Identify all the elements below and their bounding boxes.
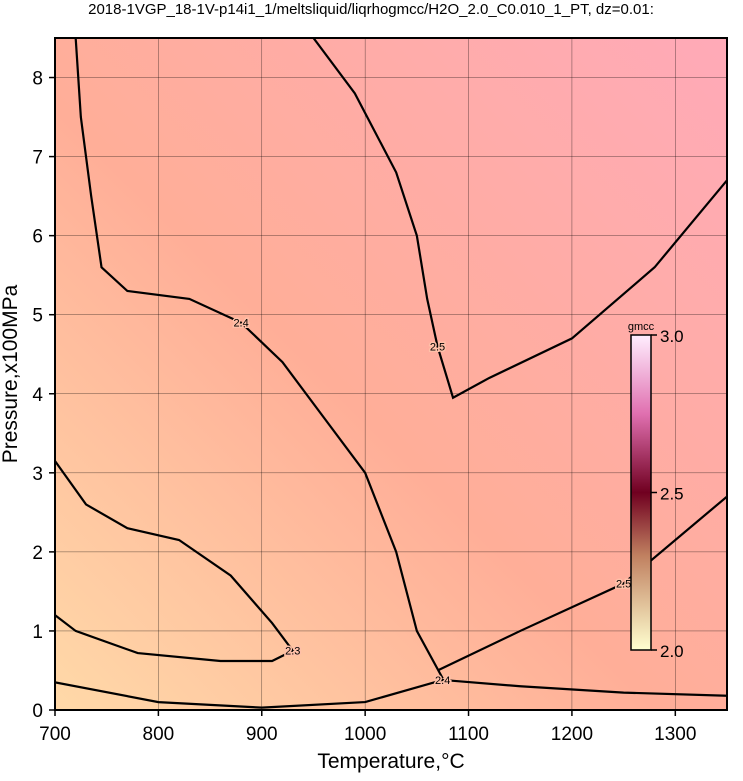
- y-tick-label: 7: [32, 148, 43, 169]
- y-tick-label: 0: [32, 701, 43, 722]
- x-axis-label: Temperature,°C: [317, 750, 464, 773]
- colorbar-tick-label: 2.0: [660, 642, 684, 661]
- contours: 2.3 2.4 2.4 2.5 2.5: [55, 38, 727, 709]
- colorbar: [630, 334, 652, 651]
- contour-line: [55, 460, 295, 663]
- y-tick-label: 2: [32, 543, 43, 564]
- contour-label: 2.4: [435, 675, 450, 687]
- y-tick-label: 1: [32, 622, 43, 643]
- x-tick-label: 900: [246, 724, 278, 745]
- colorbar-tick-label: 3.0: [660, 327, 684, 346]
- colorbar-label: gmcc: [628, 321, 655, 333]
- x-tick-label: 1100: [448, 724, 489, 745]
- x-tick-label: 1000: [344, 724, 386, 745]
- grid: [55, 38, 727, 710]
- y-tick-label: 6: [32, 227, 43, 248]
- colorbar-tick-label: 2.5: [660, 485, 684, 504]
- contour-label: 2.4: [233, 318, 248, 330]
- y-tick-label: 3: [32, 464, 43, 485]
- contour-label: 2.5: [616, 579, 631, 591]
- plot-background: [55, 38, 727, 710]
- x-tick-label: 1300: [654, 724, 696, 745]
- x-tick-label: 800: [143, 724, 175, 745]
- contour-label: 2.3: [285, 646, 300, 658]
- y-tick-label: 8: [32, 69, 43, 90]
- x-tick-label: 1200: [551, 724, 593, 745]
- x-tick-label: 700: [39, 724, 71, 745]
- contour-line: [312, 38, 727, 400]
- contour-label: 2.5: [430, 341, 445, 353]
- plot-frame: [54, 37, 728, 711]
- y-axis-label: Pressure,x100MPa: [0, 284, 22, 463]
- contour-line: [55, 678, 727, 709]
- y-tick-label: 4: [32, 385, 43, 406]
- chart-title: 2018-1VGP_18-1V-p14i1_1/meltsliquid/liqr…: [88, 1, 654, 18]
- contour-line: [74, 38, 444, 679]
- y-tick-label: 5: [32, 306, 43, 327]
- contour-line: [437, 495, 727, 672]
